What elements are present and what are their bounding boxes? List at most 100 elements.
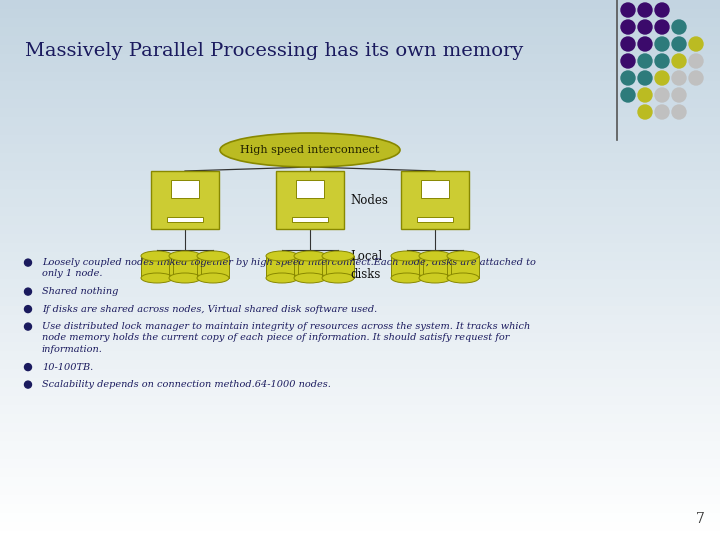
Bar: [0, 332, 720, 342]
Bar: [0, 134, 720, 144]
Bar: [296, 180, 324, 198]
Bar: [0, 476, 720, 486]
Ellipse shape: [169, 251, 201, 261]
Ellipse shape: [447, 251, 479, 261]
Text: If disks are shared across nodes, Virtual shared disk software used.: If disks are shared across nodes, Virtua…: [42, 305, 377, 314]
Bar: [0, 161, 720, 171]
Circle shape: [655, 3, 669, 17]
Bar: [0, 62, 720, 72]
Bar: [0, 116, 720, 126]
Bar: [0, 242, 720, 252]
Bar: [0, 197, 720, 207]
Circle shape: [672, 88, 686, 102]
Bar: [401, 171, 469, 229]
Text: information.: information.: [42, 345, 103, 354]
Bar: [0, 359, 720, 369]
Ellipse shape: [294, 251, 326, 261]
Circle shape: [621, 88, 635, 102]
Bar: [0, 8, 720, 18]
Bar: [418, 217, 453, 222]
Ellipse shape: [141, 251, 173, 261]
Ellipse shape: [266, 251, 298, 261]
Bar: [0, 404, 720, 414]
Bar: [0, 494, 720, 504]
Bar: [0, 80, 720, 90]
Text: Shared nothing: Shared nothing: [42, 287, 118, 296]
Ellipse shape: [141, 273, 173, 283]
Bar: [0, 125, 720, 135]
Text: Scalability depends on connection method.64-1000 nodes.: Scalability depends on connection method…: [42, 380, 331, 389]
Bar: [0, 0, 720, 9]
Bar: [0, 98, 720, 108]
Text: Massively Parallel Processing has its own memory: Massively Parallel Processing has its ow…: [25, 42, 523, 60]
Bar: [0, 170, 720, 180]
Bar: [0, 251, 720, 261]
Bar: [420, 180, 449, 198]
Circle shape: [24, 259, 32, 266]
Circle shape: [689, 71, 703, 85]
Text: disks: disks: [350, 268, 380, 281]
Bar: [0, 44, 720, 54]
Circle shape: [655, 54, 669, 68]
Bar: [419, 256, 451, 278]
Ellipse shape: [220, 133, 400, 167]
Circle shape: [24, 306, 32, 313]
Bar: [0, 206, 720, 216]
Text: Local: Local: [350, 251, 382, 264]
Text: 10-100TB.: 10-100TB.: [42, 362, 94, 372]
Ellipse shape: [391, 273, 423, 283]
Bar: [197, 256, 229, 278]
Bar: [0, 233, 720, 243]
Circle shape: [621, 3, 635, 17]
Bar: [0, 395, 720, 405]
Bar: [0, 35, 720, 45]
Text: Nodes: Nodes: [350, 193, 388, 206]
Bar: [0, 323, 720, 333]
Text: node memory holds the current copy of each piece of information. It should satis: node memory holds the current copy of ea…: [42, 334, 509, 342]
Bar: [276, 171, 344, 229]
Circle shape: [638, 54, 652, 68]
Ellipse shape: [419, 251, 451, 261]
Circle shape: [655, 71, 669, 85]
Bar: [167, 217, 203, 222]
Circle shape: [689, 37, 703, 51]
Circle shape: [672, 20, 686, 34]
Bar: [0, 287, 720, 297]
Text: High speed interconnect: High speed interconnect: [240, 145, 379, 155]
Circle shape: [621, 20, 635, 34]
Circle shape: [655, 88, 669, 102]
Circle shape: [638, 20, 652, 34]
Bar: [0, 53, 720, 63]
Ellipse shape: [322, 251, 354, 261]
Bar: [0, 179, 720, 189]
Bar: [0, 314, 720, 324]
Bar: [0, 377, 720, 387]
Text: Use distributed lock manager to maintain integrity of resources across the syste: Use distributed lock manager to maintain…: [42, 322, 530, 331]
Circle shape: [638, 3, 652, 17]
Ellipse shape: [419, 273, 451, 283]
Bar: [266, 256, 298, 278]
Circle shape: [672, 105, 686, 119]
Bar: [0, 485, 720, 495]
Circle shape: [689, 54, 703, 68]
Bar: [0, 530, 720, 540]
Bar: [0, 467, 720, 477]
Bar: [391, 256, 423, 278]
Bar: [0, 188, 720, 198]
Circle shape: [24, 381, 32, 388]
Circle shape: [655, 105, 669, 119]
Bar: [0, 350, 720, 360]
Bar: [0, 422, 720, 432]
Bar: [0, 440, 720, 450]
Ellipse shape: [197, 273, 229, 283]
Circle shape: [638, 71, 652, 85]
Ellipse shape: [391, 251, 423, 261]
Circle shape: [621, 71, 635, 85]
Bar: [0, 215, 720, 225]
Text: 7: 7: [696, 512, 705, 526]
Bar: [169, 256, 201, 278]
Bar: [0, 296, 720, 306]
Bar: [0, 458, 720, 468]
Bar: [0, 305, 720, 315]
Bar: [141, 256, 173, 278]
